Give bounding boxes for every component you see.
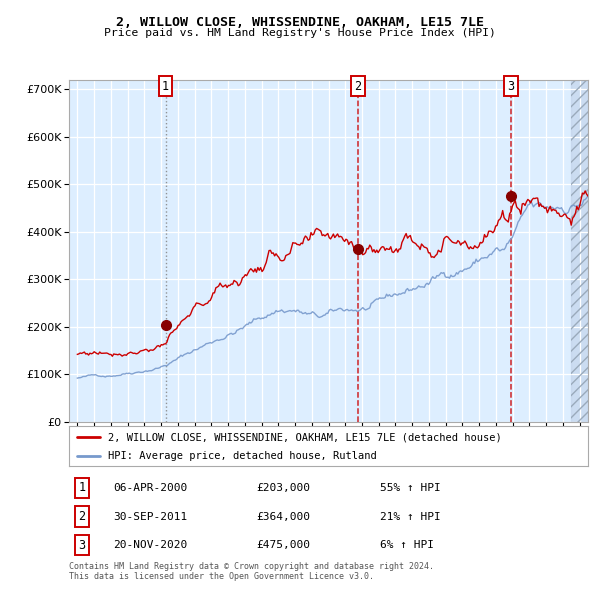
Text: Price paid vs. HM Land Registry's House Price Index (HPI): Price paid vs. HM Land Registry's House … [104,28,496,38]
Text: 20-NOV-2020: 20-NOV-2020 [113,540,187,550]
Text: £203,000: £203,000 [256,483,310,493]
Text: 55% ↑ HPI: 55% ↑ HPI [380,483,441,493]
Text: Contains HM Land Registry data © Crown copyright and database right 2024.
This d: Contains HM Land Registry data © Crown c… [69,562,434,581]
Text: 6% ↑ HPI: 6% ↑ HPI [380,540,434,550]
Text: 2, WILLOW CLOSE, WHISSENDINE, OAKHAM, LE15 7LE (detached house): 2, WILLOW CLOSE, WHISSENDINE, OAKHAM, LE… [108,432,502,442]
Text: 2, WILLOW CLOSE, WHISSENDINE, OAKHAM, LE15 7LE: 2, WILLOW CLOSE, WHISSENDINE, OAKHAM, LE… [116,16,484,29]
Text: 1: 1 [79,481,86,494]
Bar [571,80,588,422]
Text: £364,000: £364,000 [256,512,310,522]
Text: 3: 3 [79,539,86,552]
Bar [571,80,588,422]
Text: 1: 1 [162,80,169,93]
Text: 21% ↑ HPI: 21% ↑ HPI [380,512,441,522]
Text: £475,000: £475,000 [256,540,310,550]
Text: 30-SEP-2011: 30-SEP-2011 [113,512,187,522]
Text: 2: 2 [79,510,86,523]
Text: 3: 3 [508,80,515,93]
Text: 06-APR-2000: 06-APR-2000 [113,483,187,493]
Text: 2: 2 [354,80,361,93]
Text: HPI: Average price, detached house, Rutland: HPI: Average price, detached house, Rutl… [108,451,377,461]
